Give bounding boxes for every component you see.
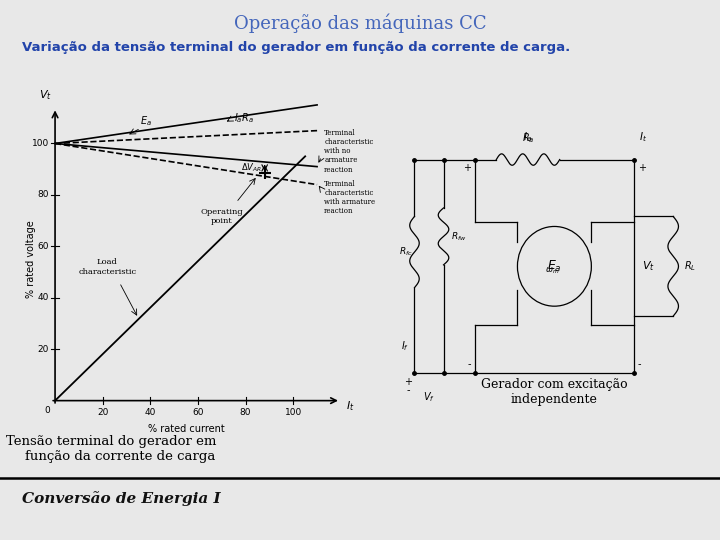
- Text: $V_t$: $V_t$: [39, 89, 52, 103]
- Text: 80: 80: [240, 408, 251, 417]
- Text: 60: 60: [192, 408, 204, 417]
- Text: -: -: [406, 385, 410, 395]
- Text: $I_a$: $I_a$: [523, 130, 533, 144]
- Text: 100: 100: [284, 408, 302, 417]
- Text: Operação das máquinas CC: Operação das máquinas CC: [234, 14, 486, 33]
- Text: 80: 80: [37, 191, 49, 199]
- Text: $E_a$: $E_a$: [547, 259, 562, 274]
- Text: Tensão terminal do gerador em
    função da corrente de carga: Tensão terminal do gerador em função da …: [6, 435, 217, 463]
- Text: $V_f$: $V_f$: [423, 390, 435, 404]
- Text: 40: 40: [37, 293, 49, 302]
- Text: $I_f$: $I_f$: [401, 339, 409, 353]
- Text: 100: 100: [32, 139, 49, 148]
- Text: Conversão de Energia I: Conversão de Energia I: [22, 491, 220, 507]
- Text: +: +: [463, 163, 472, 173]
- Text: $I_aR_a$: $I_aR_a$: [234, 111, 253, 125]
- Text: $R_a$: $R_a$: [522, 132, 534, 145]
- Text: % rated current: % rated current: [148, 424, 225, 434]
- Text: Terminal
characteristic
with no
armature
reaction: Terminal characteristic with no armature…: [324, 129, 374, 173]
- Text: 0: 0: [45, 406, 50, 415]
- Text: -: -: [638, 360, 641, 369]
- Text: $\omega_m$: $\omega_m$: [544, 265, 559, 276]
- Text: 20: 20: [97, 408, 109, 417]
- Text: $R_{fw}$: $R_{fw}$: [451, 230, 467, 242]
- Text: 60: 60: [37, 242, 49, 251]
- Text: $E_a$: $E_a$: [140, 114, 151, 128]
- Text: 40: 40: [145, 408, 156, 417]
- Text: +: +: [404, 376, 412, 387]
- Text: $\Delta V_{AR}$: $\Delta V_{AR}$: [241, 161, 262, 174]
- Text: Load
characteristic: Load characteristic: [78, 258, 137, 275]
- Text: $I_t$: $I_t$: [639, 130, 647, 144]
- Text: % rated voltage: % rated voltage: [26, 220, 36, 298]
- Text: Variação da tensão terminal do gerador em função da corrente de carga.: Variação da tensão terminal do gerador e…: [22, 40, 570, 53]
- Text: Operating
point: Operating point: [200, 208, 243, 225]
- Text: 20: 20: [37, 345, 49, 354]
- Text: $I_t$: $I_t$: [346, 399, 354, 413]
- Text: $R_{fc}$: $R_{fc}$: [400, 246, 413, 258]
- Text: Gerador com excitação
independente: Gerador com excitação independente: [481, 378, 628, 406]
- Text: $V_t$: $V_t$: [642, 259, 654, 273]
- Text: +: +: [638, 163, 646, 173]
- Text: $R_L$: $R_L$: [684, 259, 696, 273]
- Text: Terminal
characteristic
with armature
reaction: Terminal characteristic with armature re…: [324, 180, 375, 215]
- Text: -: -: [468, 360, 472, 369]
